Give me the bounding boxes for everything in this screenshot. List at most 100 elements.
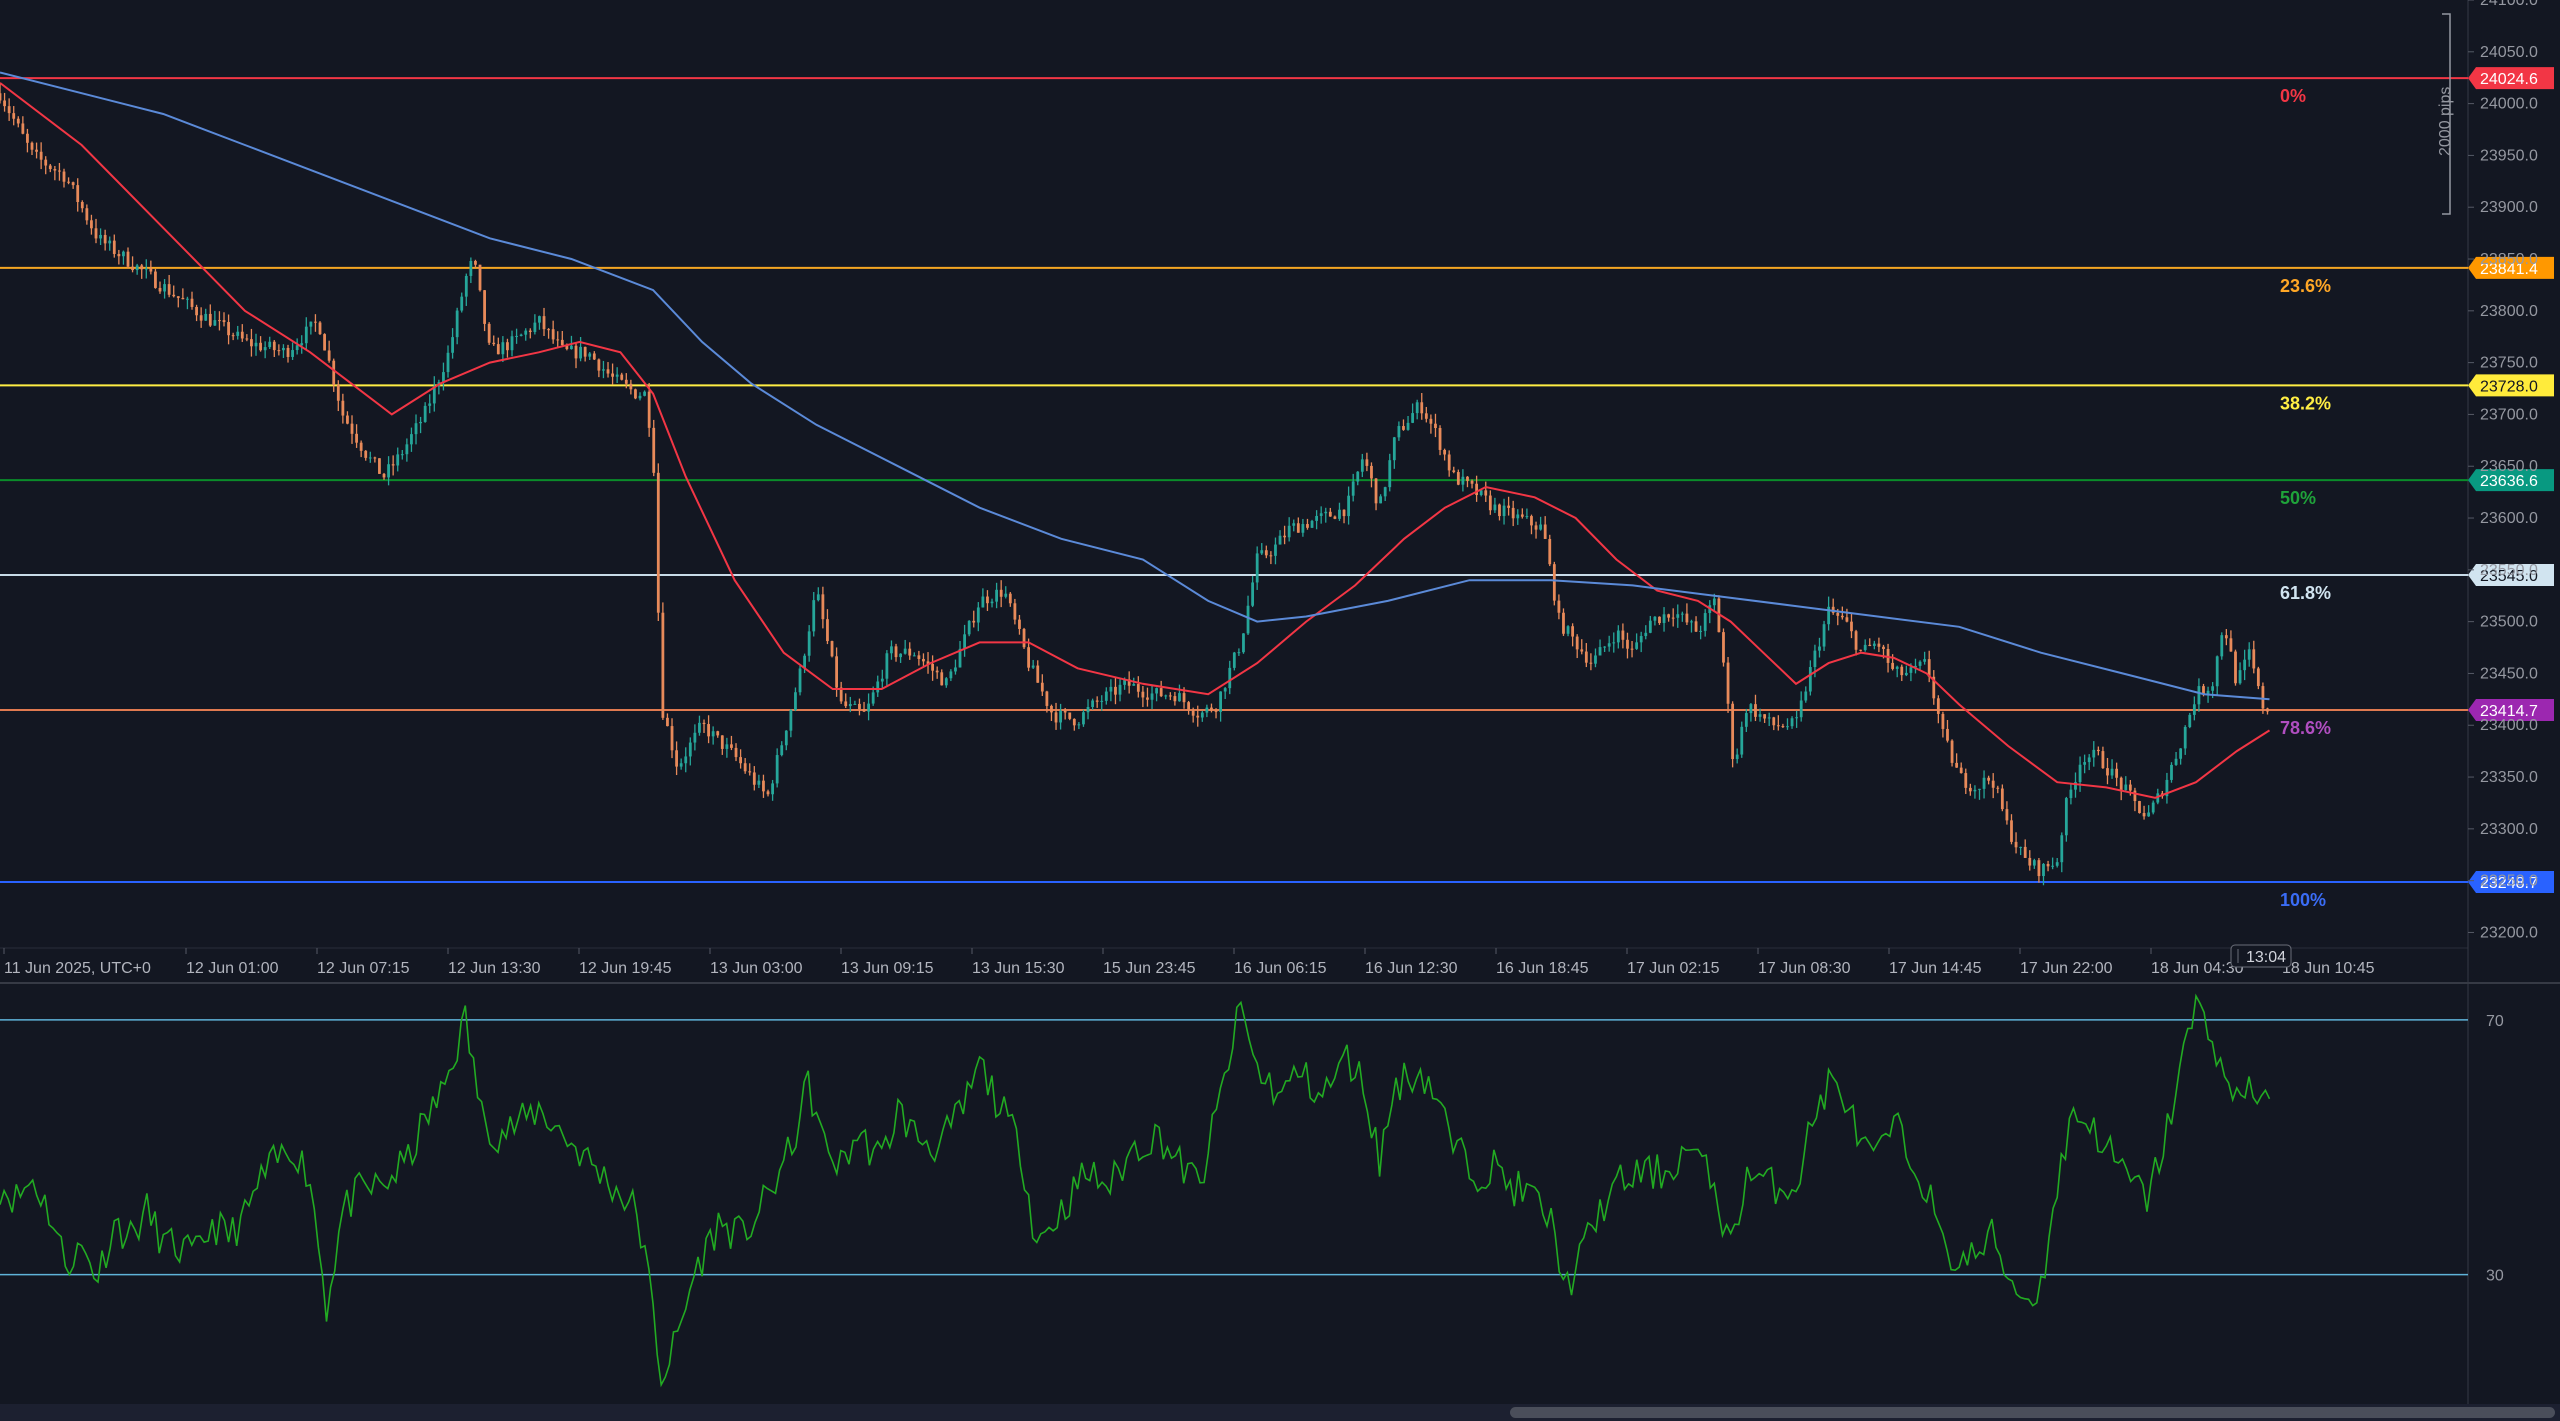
oscillator-pane[interactable]: 70 30	[0, 993, 2504, 1388]
candle-body	[1799, 700, 1803, 718]
candle-body	[1667, 614, 1671, 618]
candle-body	[958, 648, 962, 668]
price-tick-label: 23900.0	[2480, 199, 2538, 216]
candle-body	[647, 391, 651, 428]
candle-body	[1552, 564, 1556, 601]
candle-body	[501, 342, 505, 355]
candle-body	[2206, 690, 2210, 695]
price-tick-label: 24050.0	[2480, 44, 2538, 61]
range-measure-tool[interactable]: 2000 pips	[2437, 13, 2454, 215]
candle-body	[940, 672, 944, 686]
candle-body	[1530, 516, 1533, 526]
time-tick-label: 13 Jun 09:15	[841, 960, 934, 977]
candle-body	[48, 165, 52, 170]
time-tick-label: 18 Jun 10:45	[2282, 960, 2375, 977]
candle-body	[2074, 782, 2077, 790]
candle-body	[853, 703, 857, 705]
candle-body	[597, 359, 601, 371]
candle-body	[204, 313, 208, 321]
candle-body	[1891, 662, 1895, 669]
candle-body	[240, 331, 244, 339]
range-measure-label: 2000 pips	[2437, 87, 2454, 156]
candle-body	[405, 444, 409, 455]
candle-body	[1091, 700, 1095, 707]
fibonacci-retracement[interactable]: 0% 24024.6 23.6% 23841.4 38.2% 23728.0 50% 2363…	[0, 67, 2554, 910]
candle-body	[1703, 613, 1707, 631]
candle-body	[2115, 768, 2119, 778]
candle-body	[190, 298, 194, 307]
candle-body	[1502, 505, 1506, 517]
candle-body	[1589, 662, 1593, 664]
candle-body	[373, 457, 377, 459]
candle-body	[652, 427, 656, 473]
candle-body	[478, 264, 482, 291]
scrollbar-thumb[interactable]	[1510, 1407, 2555, 1418]
candle-body	[1900, 666, 1904, 676]
candle-body	[1146, 697, 1149, 700]
candle-body	[876, 681, 880, 693]
candle-body	[1822, 624, 1826, 647]
candle-body	[1141, 691, 1145, 698]
candle-body	[1063, 710, 1067, 713]
candle-body	[419, 421, 422, 424]
candle-body	[1447, 454, 1451, 471]
candle-body	[771, 783, 774, 795]
candle-body	[1863, 644, 1867, 651]
candle-body	[272, 341, 276, 351]
fib-price-badge	[2468, 469, 2554, 492]
candle-body	[144, 268, 148, 270]
candle-body	[1909, 667, 1913, 673]
time-tick-label: 18 Jun 04:30	[2151, 960, 2244, 977]
candle-body	[739, 757, 742, 764]
candle-body	[1818, 646, 1821, 651]
time-axis[interactable]: 11 Jun 2025, UTC+0 12 Jun 01:00 12 Jun 07:…	[3, 948, 2375, 977]
candle-body	[1347, 495, 1351, 517]
candle-body	[1758, 714, 1762, 717]
candle-body	[711, 731, 715, 737]
candle-body	[172, 294, 176, 297]
candle-body	[291, 350, 294, 357]
candle-body	[2234, 651, 2237, 684]
price-axis[interactable]: 24100.0 24050.0 24000.0 23950.0 23900.0 23850…	[2468, 0, 2538, 941]
candle-body	[670, 726, 674, 751]
candle-body	[231, 335, 235, 337]
candle-body	[2037, 860, 2041, 877]
candle-body	[1310, 520, 1314, 528]
candle-body	[1397, 426, 1401, 438]
candle-body	[359, 442, 363, 451]
candle-body	[263, 347, 267, 351]
candle-body	[26, 133, 29, 143]
candle-body	[890, 646, 893, 654]
candle-body	[368, 457, 372, 459]
candle-body	[1744, 713, 1748, 727]
candle-body	[1557, 600, 1561, 613]
price-tick-label: 23450.0	[2480, 665, 2538, 682]
candle-body	[1630, 648, 1634, 650]
candle-body	[90, 220, 93, 229]
candle-body	[1301, 524, 1305, 533]
candle-body	[1488, 495, 1492, 511]
candle-body	[2101, 751, 2105, 769]
candle-body	[1991, 780, 1995, 788]
candle-body	[1584, 651, 1588, 663]
candle-body	[752, 772, 756, 785]
candle-body	[492, 342, 496, 345]
candle-body	[2170, 764, 2173, 780]
candle-body	[112, 240, 116, 254]
candle-body	[1269, 555, 1273, 557]
price-tick-label: 23700.0	[2480, 406, 2538, 423]
candle-body	[1808, 667, 1812, 692]
time-tick-label: 16 Jun 06:15	[1234, 960, 1327, 977]
candle-body	[80, 202, 84, 209]
candle-body	[2046, 864, 2050, 867]
candle-body	[1927, 659, 1931, 677]
candle-body	[1712, 598, 1716, 606]
candle-body	[1296, 523, 1300, 533]
candle-body	[1918, 661, 1922, 666]
candle-body	[1109, 686, 1113, 692]
candle-body	[693, 732, 697, 743]
candle-body	[1635, 642, 1639, 649]
crosshair-time-marker: 13:04	[2230, 944, 2292, 968]
candle-body	[1690, 621, 1693, 623]
